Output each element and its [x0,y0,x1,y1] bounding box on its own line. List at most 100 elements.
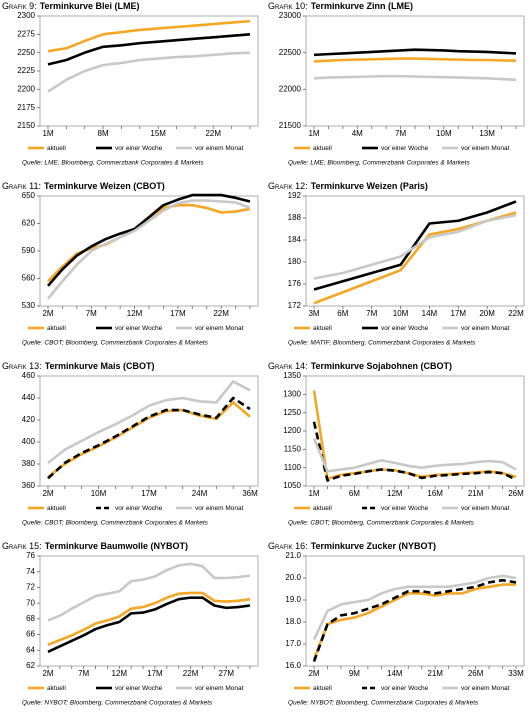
plot-frame [305,15,525,127]
x-tick-label: 21M [427,669,443,678]
x-tick-label: 24M [192,489,208,498]
x-tick-label: 7M [395,129,406,138]
x-tick-label: 17M [451,309,467,318]
legend-label: vor einer Woche [115,145,163,152]
chart-heading: Terminkurve Sojabohnen (CBOT) [311,361,452,371]
y-tick-label: 22500 [279,48,302,57]
plot-frame [305,195,525,307]
y-tick-label: 2150 [17,121,35,130]
y-tick-label: 66 [26,630,35,639]
y-tick-label: 76 [26,551,35,560]
legend-label: aktuell [47,145,66,152]
y-tick-label: 1200 [283,426,301,435]
x-tick-label: 15M [150,129,166,138]
y-tick-label: 1050 [283,481,301,490]
y-tick-label: 21.0 [285,551,301,560]
chart-source: Quelle: CBOT; Bloomberg, Commerzbank Cor… [22,340,209,347]
chart-title: Grafik 11: Terminkurve Weizen (CBOT) [2,181,165,191]
chart-label: Grafik 14: [268,361,308,371]
series-line [47,19,251,53]
x-tick-label: 1M [308,129,319,138]
chart-label: Grafik 10: [268,1,308,11]
y-tick-label: 360 [22,481,36,490]
plot-frame [305,555,525,667]
y-tick-label: 560 [22,274,36,283]
y-tick-label: 530 [22,301,36,310]
series-line [312,574,517,641]
legend-label: vor einem Monat [461,505,510,512]
x-tick-label: 33M [508,669,524,678]
chart-label: Grafik 16: [268,541,308,551]
y-tick-label: 400 [22,437,36,446]
x-tick-label: 8M [98,129,109,138]
series-line [312,583,516,660]
x-tick-label: 3M [308,309,319,318]
legend-label: vor einem Monat [195,685,244,692]
x-tick-label: 9M [349,669,360,678]
legend-label: vor einer Woche [115,325,163,332]
series-line [313,200,517,291]
series-line [47,591,251,646]
y-tick-label: 2275 [17,29,35,38]
legend-label: vor einem Monat [461,685,510,692]
y-tick-label: 74 [26,567,35,576]
y-tick-label: 1250 [283,408,301,417]
y-tick-label: 440 [22,393,36,402]
series-line [47,51,251,93]
y-tick-label: 180 [288,257,302,266]
y-tick-label: 184 [288,235,302,244]
legend-label: vor einer Woche [115,685,163,692]
chart-source: Quelle: CBOT; Bloomberg, Commerzbank Cor… [22,520,209,527]
chart-heading: Terminkurve Baumwolle (NYBOT) [45,541,188,551]
legend-label: vor einer Woche [115,505,163,512]
chart-heading: Terminkurve Weizen (CBOT) [44,181,165,191]
x-tick-label: 36M [242,489,258,498]
chart-label: Grafik 12: [268,181,308,191]
y-tick-label: 188 [288,213,302,222]
plot-frame [39,15,259,127]
y-tick-label: 192 [288,191,302,200]
x-tick-label: 20M [479,309,495,318]
x-tick-label: 2M [308,669,319,678]
x-tick-label: 21M [468,489,484,498]
y-tick-label: 18.0 [285,617,301,626]
x-tick-label: 12M [127,309,143,318]
y-tick-label: 2175 [17,103,35,112]
chart-label: Grafik 9: [2,1,37,11]
x-tick-label: 10M [393,309,409,318]
x-tick-label: 14M [422,309,438,318]
legend-label: vor einer Woche [381,685,429,692]
x-tick-label: 27M [218,669,234,678]
y-tick-label: 21500 [279,121,302,130]
x-tick-label: 14M [387,669,403,678]
x-tick-label: 7M [86,309,97,318]
y-tick-label: 23000 [279,11,302,20]
x-tick-label: 6M [337,309,348,318]
series-line [312,578,517,663]
chart-panel: Grafik 14: Terminkurve Sojabohnen (CBOT) 1… [268,361,525,527]
series-line [312,421,517,482]
x-tick-label: 6M [349,489,360,498]
y-tick-label: 2200 [17,84,35,93]
chart-source: Quelle: MATIF; Bloomberg, Commerzbank Co… [288,340,476,347]
legend-label: aktuell [47,685,66,692]
legend-label: aktuell [313,505,332,512]
legend-label: vor einem Monat [195,325,244,332]
chart-panel: Grafik 10: Terminkurve Zinn (LME) 21500 220… [268,1,525,167]
x-tick-label: 7M [366,309,377,318]
x-tick-label: 22M [205,129,221,138]
y-tick-label: 19.0 [285,595,301,604]
x-tick-label: 13M [479,129,495,138]
series-line [47,33,251,66]
series-line [47,396,251,480]
chart-heading: Terminkurve Mais (CBOT) [45,361,155,371]
y-tick-label: 420 [22,415,36,424]
chart-title: Grafik 16: Terminkurve Zucker (NYBOT) [268,541,436,551]
x-tick-label: 12M [112,669,128,678]
y-tick-label: 1300 [283,389,301,398]
y-tick-label: 1100 [284,463,302,472]
chart-label: Grafik 13: [2,361,42,371]
y-tick-label: 1150 [284,444,302,453]
y-tick-label: 1350 [283,371,301,380]
y-tick-label: 650 [22,191,36,200]
